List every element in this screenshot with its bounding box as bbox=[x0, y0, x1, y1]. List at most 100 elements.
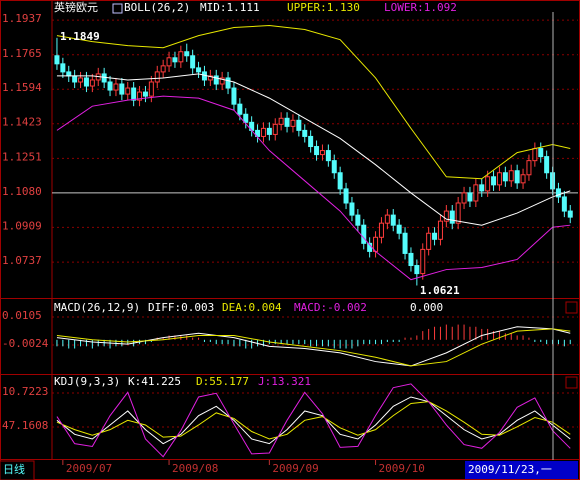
y-tick-label: 1.1765 bbox=[2, 47, 42, 60]
period-label: 日线 bbox=[3, 462, 25, 476]
candle-body bbox=[284, 117, 290, 127]
y-tick-label: 1.0909 bbox=[2, 219, 42, 232]
candle-body bbox=[319, 150, 325, 156]
legend-entry: UPPER:1.130 bbox=[287, 1, 360, 14]
y-tick-label: -0.0024 bbox=[2, 337, 49, 350]
candle-body bbox=[207, 75, 213, 81]
candle-body bbox=[343, 188, 349, 204]
candle-body bbox=[113, 83, 119, 91]
candle-body bbox=[243, 113, 249, 123]
x-tick-label: 2009/10 bbox=[379, 462, 425, 475]
candle-body bbox=[184, 51, 190, 57]
candle-body bbox=[538, 148, 544, 158]
y-tick-label: 1.1937 bbox=[2, 12, 42, 25]
candle-body bbox=[154, 71, 160, 83]
candle-body bbox=[231, 87, 237, 105]
indicator-line bbox=[56, 401, 571, 440]
candle-body bbox=[178, 51, 184, 63]
candle-body bbox=[337, 172, 343, 190]
y-tick-label: 10.7223 bbox=[2, 385, 48, 398]
candle-body bbox=[107, 81, 113, 91]
candle-body bbox=[302, 129, 308, 137]
price-annotation: 1.0621 bbox=[420, 284, 460, 297]
candle-body bbox=[272, 123, 278, 135]
candle-body bbox=[308, 135, 314, 148]
x-tick-label: 2009/09 bbox=[272, 462, 318, 475]
candle-body bbox=[290, 119, 296, 127]
candle-body bbox=[473, 184, 479, 202]
y-tick-label: 1.0737 bbox=[2, 254, 42, 267]
indicator-name: BOLL(26,2) bbox=[124, 1, 190, 14]
indicator-icon bbox=[112, 3, 123, 14]
candle-body bbox=[119, 83, 125, 95]
indicator-line bbox=[56, 25, 571, 180]
candle-body bbox=[83, 77, 89, 87]
candle-body bbox=[355, 214, 361, 226]
candle-body bbox=[526, 160, 532, 176]
candle-body bbox=[190, 55, 196, 69]
y-tick-label: 1.1251 bbox=[2, 150, 42, 163]
candle-body bbox=[60, 63, 66, 73]
candle-body bbox=[567, 210, 573, 218]
y-tick-label: 1.1080 bbox=[2, 185, 42, 198]
candle-body bbox=[148, 81, 154, 97]
indicator-name: MACD(26,12,9) bbox=[54, 301, 140, 314]
candle-body bbox=[408, 252, 414, 267]
x-tick-label: 2009/08 bbox=[172, 462, 218, 475]
candle-body bbox=[455, 202, 461, 224]
candle-body bbox=[414, 265, 420, 275]
candle-body bbox=[449, 210, 455, 224]
indicator-line bbox=[56, 73, 571, 226]
candle-body bbox=[479, 184, 485, 192]
candle-body bbox=[225, 77, 231, 89]
candle-body bbox=[72, 75, 78, 83]
panel-button[interactable] bbox=[565, 301, 578, 314]
candle-body bbox=[437, 220, 443, 240]
panel-button[interactable] bbox=[565, 376, 578, 389]
candle-body bbox=[508, 170, 514, 182]
candle-body bbox=[131, 87, 137, 101]
legend-entry: J:13.321 bbox=[258, 375, 311, 388]
candle-body bbox=[196, 67, 202, 73]
candle-body bbox=[219, 77, 225, 85]
candle-body bbox=[260, 127, 266, 137]
legend-entry: D:55.177 bbox=[196, 375, 249, 388]
candle-body bbox=[514, 170, 520, 184]
indicator-line bbox=[56, 396, 571, 445]
candle-body bbox=[137, 91, 143, 101]
candle-body bbox=[485, 176, 491, 192]
legend-entry: K:41.225 bbox=[128, 375, 181, 388]
candle-body bbox=[66, 71, 72, 77]
candle-body bbox=[78, 77, 84, 83]
candle-body bbox=[314, 146, 320, 156]
candle-body bbox=[166, 57, 172, 67]
y-tick-label: 1.1594 bbox=[2, 81, 42, 94]
candle-body bbox=[461, 192, 467, 204]
indicator-line bbox=[56, 328, 571, 367]
candle-body bbox=[396, 224, 402, 234]
candle-body bbox=[402, 232, 408, 254]
period-box bbox=[0, 460, 35, 480]
candle-body bbox=[496, 172, 502, 186]
candle-body bbox=[420, 248, 426, 275]
candle-body bbox=[443, 210, 449, 222]
candle-body bbox=[390, 214, 396, 226]
legend-entry: MACD:-0.002 bbox=[294, 301, 367, 314]
candle-body bbox=[544, 156, 550, 174]
candle-body bbox=[520, 174, 526, 184]
candle-body bbox=[384, 214, 390, 224]
legend-entry: LOWER:1.092 bbox=[384, 1, 457, 14]
candle-body bbox=[54, 55, 60, 65]
indicator-name: KDJ(9,3,3) bbox=[54, 375, 120, 388]
y-tick-label: 1.1423 bbox=[2, 116, 42, 129]
price-annotation: 1.1849 bbox=[60, 30, 100, 43]
candle-body bbox=[278, 117, 284, 125]
candle-body bbox=[237, 103, 243, 115]
candle-body bbox=[266, 127, 272, 135]
candle-body bbox=[142, 91, 148, 97]
candle-body bbox=[432, 232, 438, 240]
x-tick-label: 2009/07 bbox=[66, 462, 112, 475]
y-tick-label: 0.0105 bbox=[2, 309, 42, 322]
